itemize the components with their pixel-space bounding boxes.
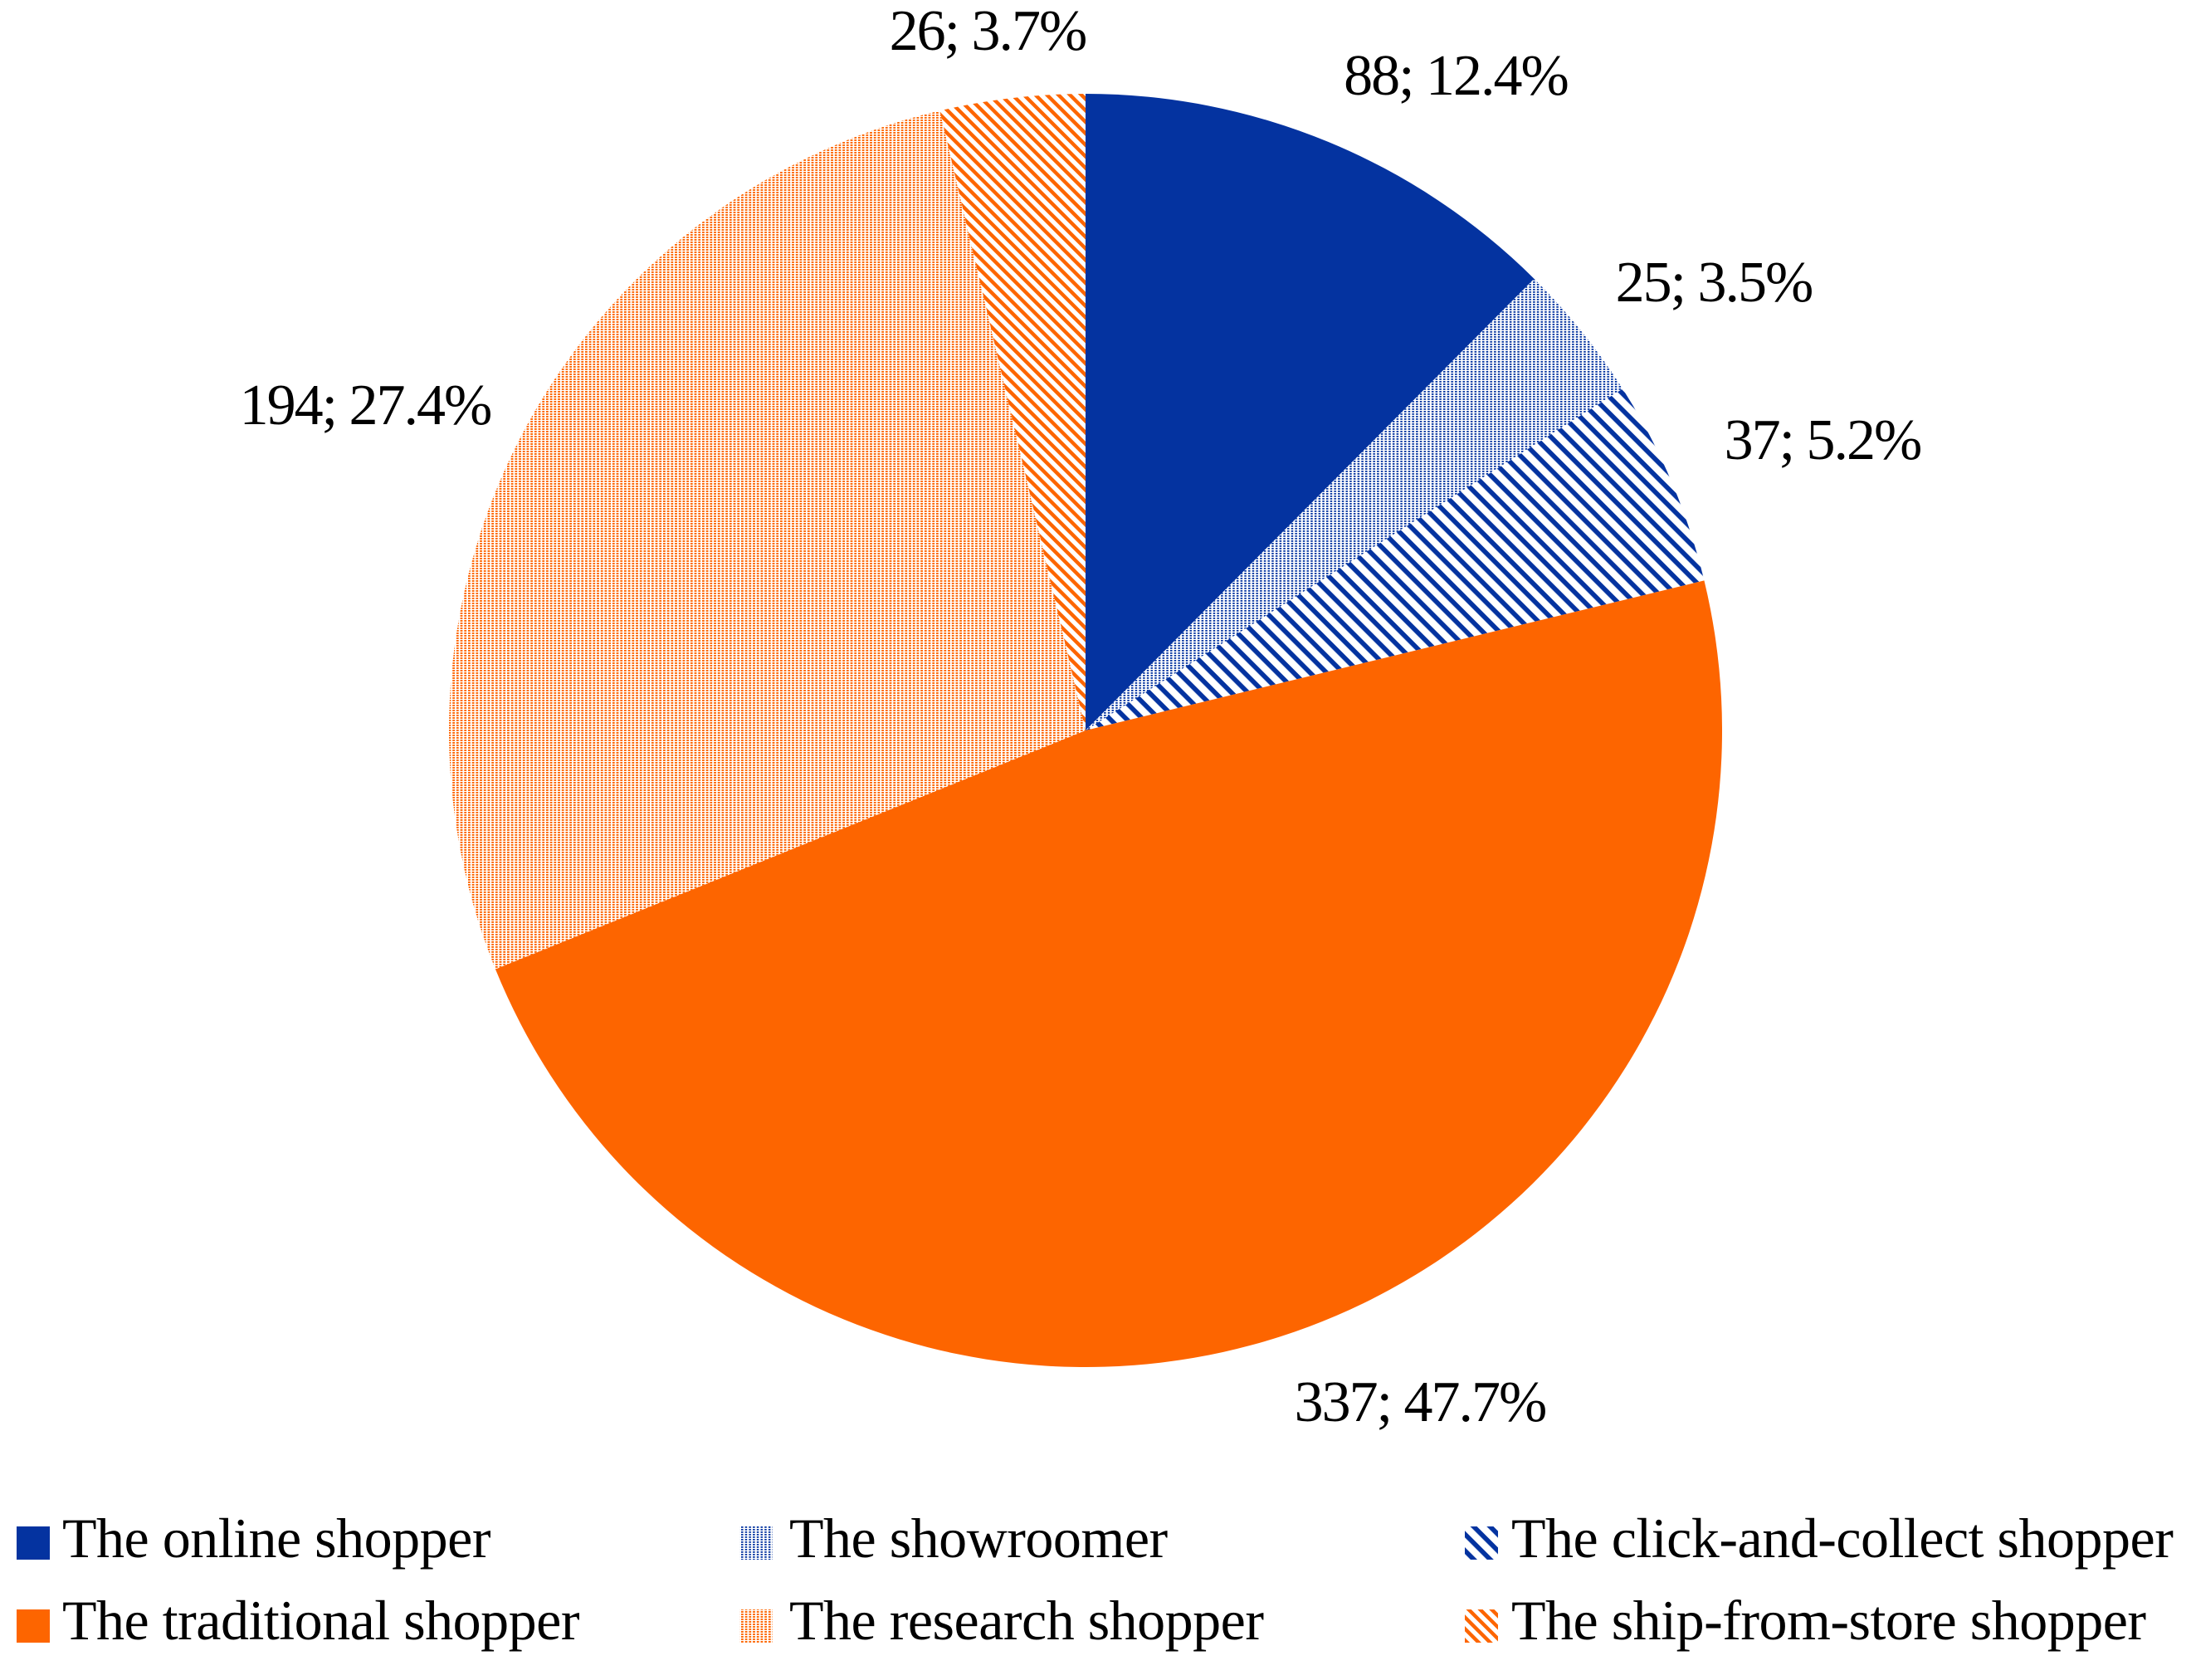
- svg-text:The research shopper: The research shopper: [789, 1589, 1264, 1652]
- svg-text:The traditional shopper: The traditional shopper: [62, 1589, 580, 1652]
- svg-text:337; 47.7%: 337; 47.7%: [1295, 1370, 1546, 1434]
- svg-text:194; 27.4%: 194; 27.4%: [240, 374, 491, 437]
- svg-text:88; 12.4%: 88; 12.4%: [1344, 44, 1568, 108]
- svg-text:The click-and-collect shopper: The click-and-collect shopper: [1511, 1507, 2174, 1570]
- svg-text:The showroomer: The showroomer: [789, 1507, 1169, 1570]
- svg-text:37; 5.2%: 37; 5.2%: [1725, 408, 1921, 472]
- svg-text:25; 3.5%: 25; 3.5%: [1616, 251, 1813, 315]
- svg-text:The online shopper: The online shopper: [62, 1507, 491, 1570]
- svg-text:26; 3.7%: 26; 3.7%: [890, 0, 1086, 63]
- svg-text:The ship-from-store shopper: The ship-from-store shopper: [1511, 1589, 2146, 1652]
